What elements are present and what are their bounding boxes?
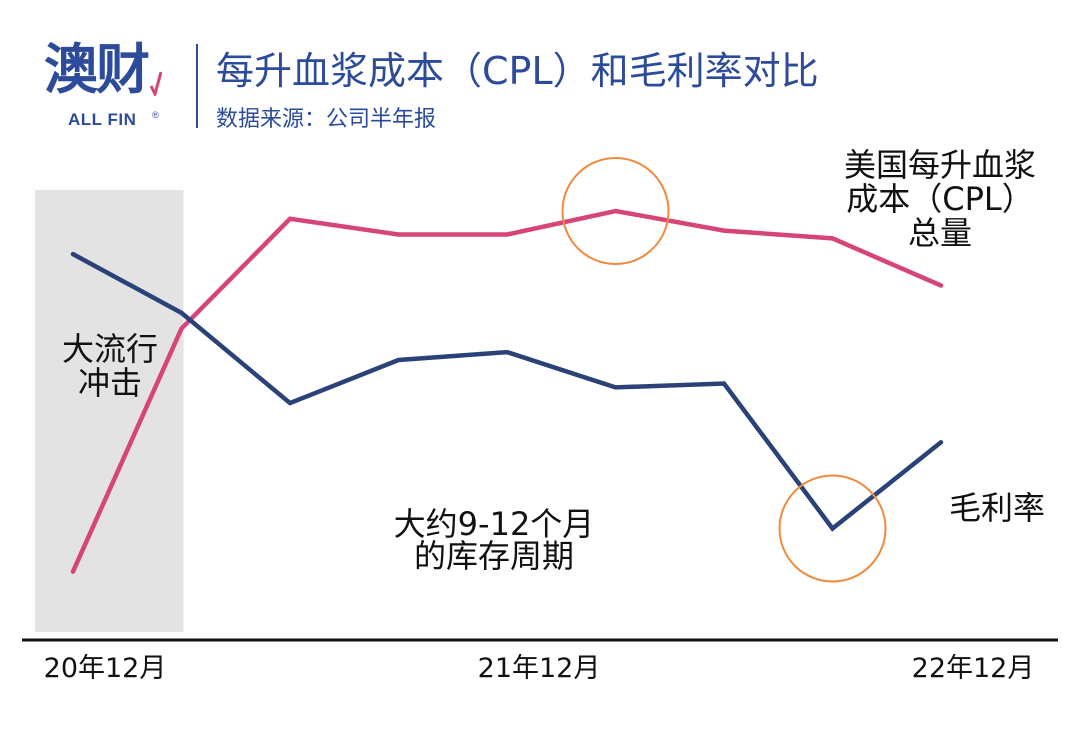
inventory-cycle-annotation: 大约9-12个月的库存周期 (394, 505, 595, 575)
x-tick-label: 22年12月 (912, 653, 1035, 684)
gross-margin-series-label-line-0: 毛利率 (949, 489, 1045, 527)
gross-margin-series-line (70, 251, 944, 532)
margin-trough-highlight-circle (778, 474, 887, 583)
inventory-cycle-annotation-line-0: 大约9-12个月 (394, 505, 595, 543)
chart-title: 每升血浆成本（CPL）和毛利率对比 (216, 49, 819, 93)
pandemic-shock-label-line-0: 大流行 (62, 330, 158, 368)
x-tick-label: 21年12月 (478, 653, 601, 684)
cpl-series-line (70, 208, 944, 574)
x-tick-label: 20年12月 (44, 653, 167, 684)
inventory-cycle-annotation-line-1: 的库存周期 (414, 537, 574, 575)
logo-registered-mark: ® (152, 110, 159, 120)
logo: 澳财 ALL FIN ® (44, 40, 174, 135)
cpl-series-label-line-0: 美国每升血浆 (844, 146, 1036, 184)
data-source: 数据来源：公司半年报 (216, 107, 437, 132)
gross-margin-series-label: 毛利率 (949, 489, 1045, 527)
pandemic-shock-label: 大流行冲击 (62, 330, 158, 402)
logo-chinese-text: 澳财 (44, 38, 150, 101)
header-divider (196, 44, 198, 128)
logo-check-icon (150, 71, 162, 96)
pandemic-shock-label-line-1: 冲击 (78, 364, 142, 402)
cpl-peak-highlight-circle (561, 157, 670, 265)
cpl-series-label-line-1: 成本（CPL） (846, 180, 1033, 218)
cpl-series-label-line-2: 总量 (908, 214, 972, 252)
cpl-series-label: 美国每升血浆成本（CPL）总量 (844, 146, 1036, 252)
pandemic-shade-region (35, 190, 184, 632)
logo-english-text: ALL FIN (68, 110, 137, 129)
